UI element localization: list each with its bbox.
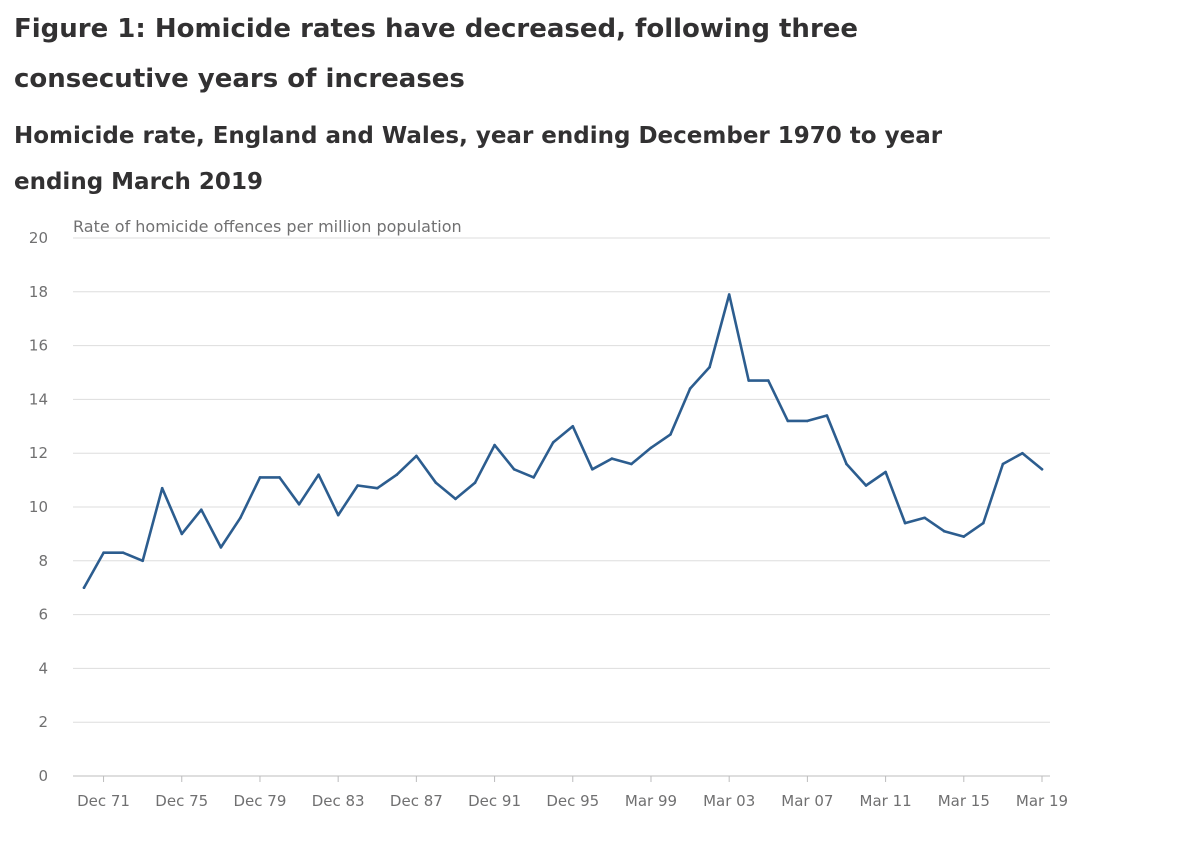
- data-point: [1001, 462, 1005, 466]
- data-point: [376, 486, 379, 490]
- data-point: [591, 468, 594, 471]
- figure-title: Figure 1: Homicide rates have decreased,…: [14, 14, 859, 94]
- data-point: [708, 365, 711, 369]
- data-point: [219, 546, 223, 549]
- data-point: [317, 473, 320, 477]
- data-point: [532, 476, 535, 479]
- y-tick-label: 18: [29, 283, 48, 301]
- series-line-homicide-rate: [82, 293, 1044, 590]
- data-point: [434, 481, 438, 485]
- data-point: [610, 457, 614, 460]
- y-tick-label: 14: [29, 390, 48, 408]
- data-point: [649, 446, 653, 450]
- data-point: [571, 425, 575, 428]
- data-point: [982, 521, 985, 525]
- data-point: [82, 586, 86, 589]
- data-point: [767, 379, 770, 382]
- data-point: [180, 532, 184, 536]
- x-tick-label: Dec 87: [390, 792, 443, 810]
- y-tick-label: 4: [38, 659, 48, 677]
- data-point: [415, 454, 418, 458]
- x-tick-label: Mar 99: [625, 792, 677, 810]
- data-point: [297, 503, 301, 506]
- data-point: [454, 497, 457, 501]
- y-axis-ticks: 0 2 4 6 8 10 12 14 16 18 20: [29, 229, 48, 785]
- data-point: [258, 476, 262, 479]
- y-tick-label: 2: [38, 713, 48, 731]
- series-layer: [82, 293, 1044, 590]
- data-point: [141, 559, 144, 563]
- data-point: [903, 521, 907, 525]
- x-tick-label: Dec 71: [77, 792, 130, 810]
- data-point: [942, 529, 946, 533]
- data-point: [864, 484, 868, 487]
- y-tick-label: 6: [38, 606, 48, 624]
- data-point: [688, 387, 692, 390]
- x-tick-label: Dec 95: [546, 792, 599, 810]
- data-point: [512, 468, 516, 471]
- chart-subtitle: Homicide rate, England and Wales, year e…: [14, 123, 943, 195]
- data-point: [806, 419, 809, 423]
- data-point: [336, 513, 340, 517]
- line-chart: Rate of homicide offences per million po…: [29, 217, 1068, 810]
- data-point: [923, 516, 926, 520]
- data-point: [102, 551, 105, 554]
- y-tick-label: 10: [29, 498, 48, 516]
- data-point: [239, 516, 242, 520]
- data-point: [786, 419, 790, 423]
- data-point: [121, 551, 125, 554]
- data-point: [669, 433, 672, 436]
- x-tick-label: Dec 79: [234, 792, 287, 810]
- data-point: [845, 462, 848, 466]
- x-tick-label: Dec 91: [468, 792, 521, 810]
- data-point: [551, 441, 555, 444]
- data-point: [630, 462, 633, 466]
- y-tick-label: 8: [38, 552, 48, 570]
- x-tick-label: Dec 75: [155, 792, 208, 810]
- y-axis-label: Rate of homicide offences per million po…: [73, 217, 462, 236]
- gridlines: [73, 237, 1050, 777]
- x-tick-label: Mar 11: [860, 792, 912, 810]
- y-tick-label: 12: [29, 444, 48, 462]
- x-tick-label: Mar 19: [1016, 792, 1068, 810]
- data-point: [1021, 451, 1024, 455]
- data-point: [200, 508, 203, 512]
- data-point: [962, 535, 966, 538]
- data-point: [884, 470, 887, 474]
- data-point: [473, 481, 477, 485]
- x-tick-label: Mar 03: [703, 792, 755, 810]
- data-point: [278, 476, 281, 479]
- x-tick-label: Mar 07: [781, 792, 833, 810]
- x-axis-ticks: Dec 71 Dec 75 Dec 79 Dec 83 Dec 87 Dec 91 Dec …: [77, 776, 1068, 810]
- data-point: [395, 473, 399, 477]
- y-tick-label: 16: [29, 337, 48, 355]
- data-point: [727, 293, 731, 296]
- data-point: [747, 379, 750, 382]
- data-point: [1040, 468, 1044, 471]
- y-tick-label: 0: [38, 767, 48, 785]
- data-point: [356, 484, 360, 487]
- x-tick-label: Dec 83: [312, 792, 365, 810]
- data-point: [160, 486, 164, 490]
- data-point: [825, 414, 829, 417]
- x-tick-label: Mar 15: [938, 792, 990, 810]
- data-point: [493, 443, 496, 447]
- y-tick-label: 20: [29, 229, 48, 247]
